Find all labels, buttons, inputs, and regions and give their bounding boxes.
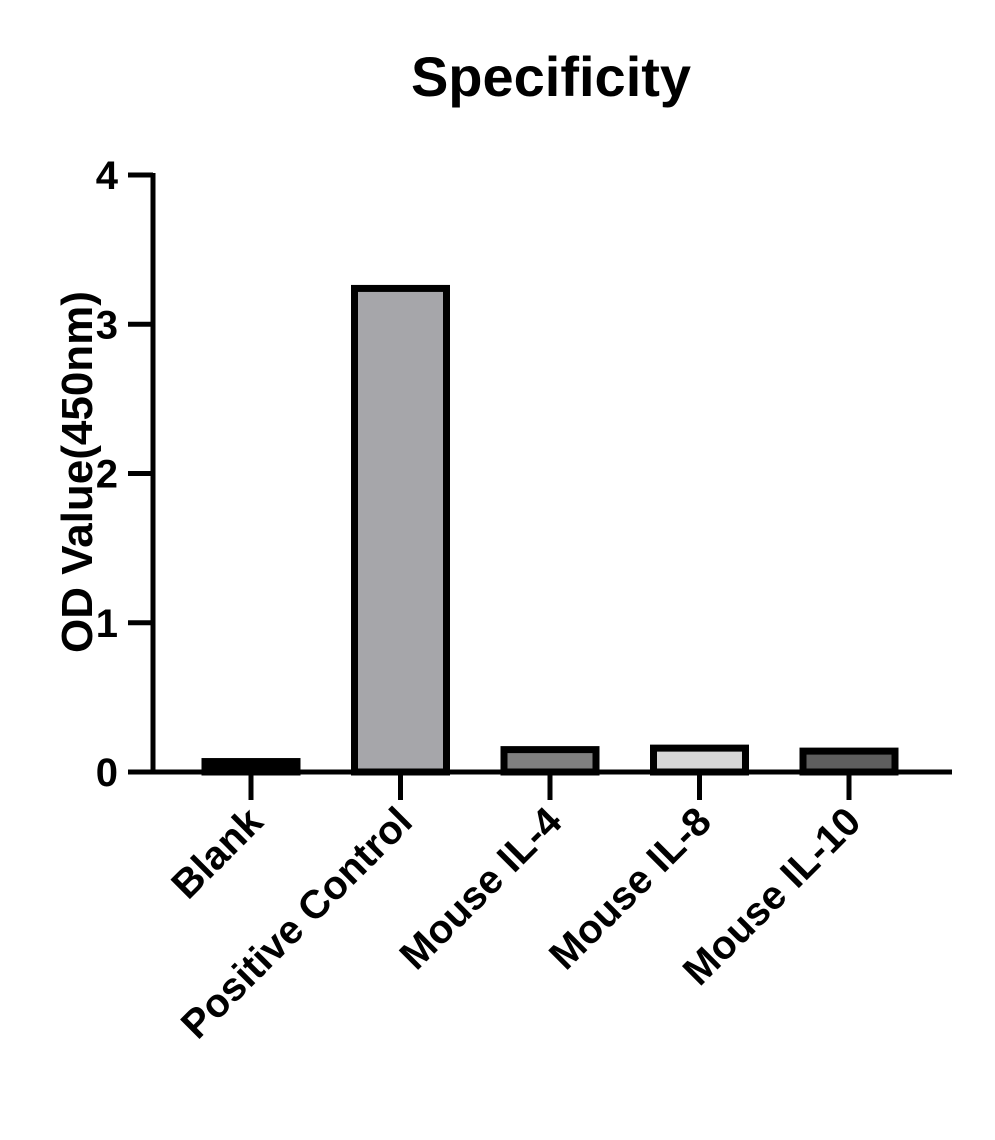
y-ticks-layer: 0 1 2 3 4: [96, 154, 153, 795]
y-tick-label: 1: [96, 602, 118, 646]
bar-mouse-il-4: [500, 746, 600, 776]
axes-layer: [150, 173, 952, 775]
bar-mouse-il-10: [799, 747, 899, 776]
y-tick-label: 4: [96, 154, 119, 198]
y-tick-label: 2: [96, 453, 118, 497]
bar-positive-control: [351, 284, 450, 776]
y-tick-label: 3: [96, 303, 118, 347]
x-tick-label: Blank: [163, 799, 272, 908]
y-tick-label: 0: [96, 751, 118, 795]
bars-layer: [201, 284, 899, 776]
bar-mouse-il-8: [650, 744, 749, 776]
y-axis-label: OD Value(450nm): [53, 291, 102, 653]
chart-title: Specificity: [411, 45, 691, 108]
